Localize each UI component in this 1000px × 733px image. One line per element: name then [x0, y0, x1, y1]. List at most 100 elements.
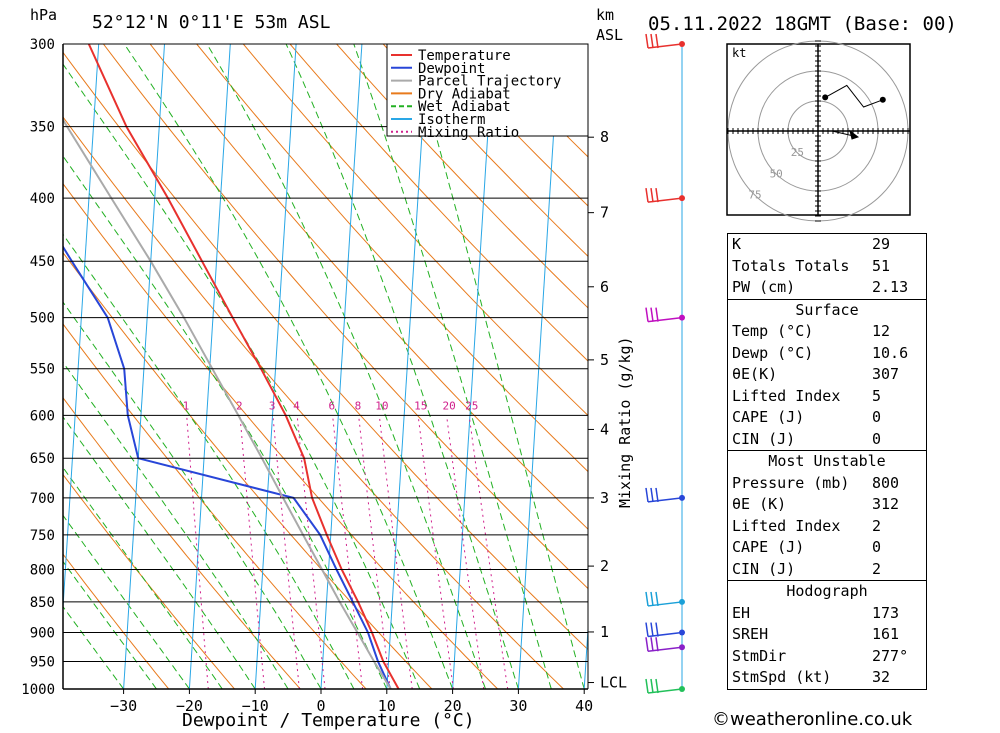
- index-row: CIN (J) 2: [728, 559, 926, 581]
- wind-barb-feather: [655, 678, 659, 694]
- index-value: 312: [872, 495, 900, 513]
- wet-adiabat-line: [63, 466, 223, 689]
- height-tick-label: LCL: [600, 674, 627, 692]
- mixing-ratio-axis-label: Mixing Ratio (g/kg): [616, 336, 634, 508]
- isotherm-line: [123, 44, 165, 689]
- pressure-tick-label: 300: [30, 37, 55, 53]
- wind-barb-feather: [655, 307, 659, 322]
- wind-barb-feather: [650, 307, 654, 322]
- wet-adiabat-line: [410, 44, 585, 689]
- x-axis-label: Dewpoint / Temperature (°C): [182, 710, 475, 731]
- hodograph: 25 50 75 kt: [726, 40, 911, 222]
- wet-adiabat-line: [63, 155, 388, 689]
- isotherm-line: [0, 44, 33, 689]
- height-tick-label: 1: [600, 623, 609, 641]
- index-value: 0: [872, 538, 882, 556]
- index-value: 5: [872, 386, 882, 405]
- index-key: θE(K): [732, 365, 778, 383]
- index-row: Lifted Index 2: [728, 516, 926, 538]
- wind-barb-feather: [645, 188, 649, 203]
- x-ticks: −30 −20 −10 0 10 20 30 40: [110, 689, 593, 715]
- wind-barb-feather: [650, 622, 654, 637]
- mixing-ratio-line: [332, 415, 364, 689]
- hodograph-title: Hodograph: [786, 582, 868, 600]
- wind-barb-feather: [655, 487, 659, 503]
- wet-adiabat-line: [63, 514, 190, 689]
- index-key: StmSpd (kt): [732, 668, 832, 686]
- mixing-ratio-label: 10: [375, 399, 388, 412]
- pressure-tick-label: 1000: [21, 682, 55, 698]
- index-key: EH: [732, 603, 751, 622]
- pressure-tick-label: 450: [30, 254, 55, 270]
- index-key: Pressure (mb): [732, 473, 850, 492]
- wind-barb-feather: [655, 622, 659, 637]
- height-tick-label: 7: [600, 204, 609, 222]
- wind-barb-feather: [650, 591, 654, 607]
- wind-barb-feather: [645, 487, 649, 503]
- x-tick-label: −10: [242, 697, 269, 715]
- index-key: θE (K): [732, 495, 787, 513]
- storm-motion-arrow: [831, 129, 860, 140]
- index-row: Dewp (°C) 10.6: [728, 343, 926, 365]
- index-key: PW (cm): [732, 278, 796, 296]
- location-title: 52°12'N 0°11'E 53m ASL: [92, 12, 331, 33]
- index-value: 161: [872, 625, 900, 643]
- mixing-ratio-line: [186, 415, 209, 689]
- index-key: K: [732, 235, 742, 253]
- index-key: CIN (J): [732, 429, 796, 448]
- index-value: 51: [872, 256, 891, 275]
- indices-table: K 29 Totals Totals 51 PW (cm) 2.13 Surface Te…: [727, 233, 927, 690]
- wind-barb-shaft: [647, 688, 683, 694]
- mixing-ratio-label: 4: [293, 399, 300, 412]
- pressure-tick-label: 700: [30, 491, 55, 507]
- isotherm-line: [517, 44, 560, 689]
- pressure-tick-label: 500: [30, 311, 55, 327]
- pressure-tick-label: 900: [30, 626, 55, 642]
- height-unit-asl: ASL: [596, 26, 623, 44]
- pressure-lines: [63, 43, 588, 690]
- index-row: Totals Totals 51: [728, 256, 926, 278]
- x-tick-label: 40: [575, 697, 593, 715]
- series-temperature-line: [87, 44, 400, 689]
- indices-most-unstable-block: Most Unstable Pressure (mb) 800 θE (K) 312 L…: [727, 450, 927, 580]
- hodograph-unit-label: kt: [732, 46, 746, 60]
- dry-adiabat-line: [382, 44, 588, 257]
- index-key: StmDir: [732, 646, 787, 665]
- mixing-ratio-label: 20: [443, 399, 456, 412]
- dry-adiabat-line: [63, 473, 235, 689]
- x-tick-label: 20: [444, 697, 462, 715]
- pressure-ticks: 300 350 400 450 500 550 600 650 700 750 800 850 900 9…: [21, 37, 55, 698]
- isotherm-line: [386, 44, 429, 689]
- wind-barb-shaft: [647, 601, 683, 607]
- index-row: K 29: [728, 234, 926, 256]
- index-value: 307: [872, 365, 900, 383]
- wet-adiabat-line: [353, 44, 552, 689]
- legend-entry: Temperature: [418, 48, 511, 64]
- index-value: 10.6: [872, 343, 909, 362]
- height-tick-label: 6: [600, 278, 609, 296]
- height-unit-km: km: [596, 6, 614, 24]
- wind-barb-feather: [645, 622, 649, 637]
- mixing-ratio-label: 8: [355, 399, 362, 412]
- index-value: 2: [872, 516, 882, 535]
- pressure-tick-label: 950: [30, 655, 55, 671]
- index-value: 173: [872, 603, 900, 622]
- index-key: CAPE (J): [732, 538, 805, 556]
- index-row: CAPE (J) 0: [728, 537, 926, 559]
- index-key: Dewp (°C): [732, 343, 814, 362]
- mixing-ratio-line: [446, 415, 485, 689]
- dry-adiabat-line: [289, 44, 588, 362]
- isotherm-line: [63, 44, 100, 615]
- index-value: 0: [872, 429, 882, 448]
- x-tick-label: −30: [110, 697, 137, 715]
- hodograph-ring-label: 25: [791, 146, 804, 159]
- mixing-ratio-line: [417, 415, 454, 689]
- dry-adiabat-line: [63, 51, 588, 651]
- wind-barb-feather: [650, 188, 654, 203]
- wind-barb-feather: [645, 637, 649, 652]
- mixing-ratio-label: 2: [236, 399, 243, 412]
- dry-adiabat-line: [336, 44, 588, 309]
- height-tick-label: 4: [600, 420, 609, 438]
- wet-adiabat-line: [63, 560, 157, 689]
